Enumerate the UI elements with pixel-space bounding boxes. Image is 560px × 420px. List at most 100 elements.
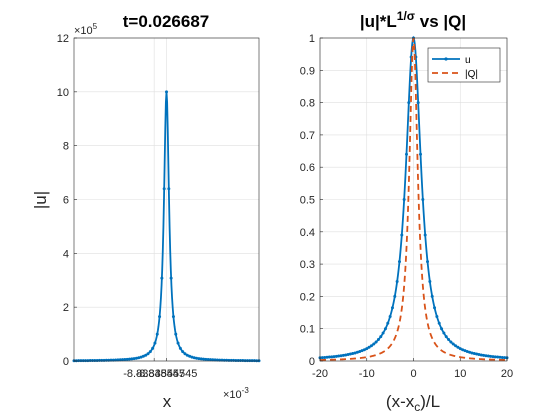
- l-series-0-point: [123, 358, 127, 362]
- r-series-0-point: [456, 345, 460, 349]
- r-series-0-point: [500, 355, 504, 359]
- r-ytick-label: 0.5: [300, 195, 315, 207]
- r-series-0-point: [442, 331, 446, 335]
- l-series-0-point: [241, 359, 245, 363]
- r-series-0-point: [332, 355, 336, 359]
- l-series-0-point: [162, 187, 166, 191]
- r-series-0-point: [489, 354, 493, 358]
- r-ytick-label: 0.9: [300, 65, 315, 77]
- right-plot: 0 0.1 0.2 0.3 0.4 0.5 0.6 0.7 0.8 0.9 1 -20 -10 0 10 20…: [300, 9, 513, 414]
- r-series-0-point: [404, 152, 408, 156]
- r-series-0-point: [454, 344, 458, 348]
- r-series-0-point: [475, 352, 479, 356]
- l-series-0-point: [245, 359, 249, 363]
- l-series-0-point: [248, 359, 252, 363]
- l-series-0-point: [176, 341, 180, 345]
- r-series-0-point: [339, 354, 343, 358]
- l-series-0-point: [158, 315, 162, 319]
- r-series-0-point: [444, 335, 448, 339]
- l-series-0-point: [151, 346, 155, 350]
- right-ticks: 0 0.1 0.2 0.3 0.4 0.5 0.6 0.7 0.8 0.9 1 -20 -10 0 10 20: [300, 33, 513, 380]
- r-series-0-point: [374, 340, 378, 344]
- r-series-0-point: [330, 355, 334, 359]
- left-series: [72, 90, 261, 363]
- left-y-exponent: ×105: [74, 22, 98, 37]
- legend-q-label: |Q|: [465, 69, 478, 80]
- l-series-0-point: [181, 350, 185, 354]
- r-series-0-point: [325, 355, 329, 359]
- l-series-0-point: [255, 359, 259, 363]
- l-series-0-point: [118, 358, 122, 362]
- left-title: t=0.026687: [123, 12, 210, 31]
- l-series-0-point: [134, 356, 138, 360]
- r-ytick-label: 0: [309, 356, 315, 368]
- r-series-0-point: [470, 351, 474, 355]
- l-xtick-label: -8.83845545: [136, 368, 198, 380]
- l-ytick-label: 0: [63, 356, 69, 368]
- r-series-0-point: [358, 350, 362, 354]
- r-xtick-label: -10: [359, 368, 375, 380]
- l-ytick-label: 8: [63, 141, 69, 153]
- l-series-0-point: [86, 359, 90, 363]
- r-xtick-label: 20: [501, 368, 513, 380]
- r-ytick-label: 1: [309, 33, 315, 45]
- r-series-0-point: [416, 101, 420, 105]
- r-series-0-point: [341, 353, 345, 357]
- l-series-0-point: [169, 276, 173, 280]
- l-series-0-point: [183, 352, 187, 356]
- r-series-0-point: [472, 352, 476, 356]
- right-title: |u|*L1/σ vs |Q|: [360, 9, 466, 31]
- l-series-0-point: [167, 187, 171, 191]
- left-ylabel: |u|: [31, 191, 50, 209]
- r-series-0-point: [390, 306, 394, 310]
- r-series-0-point: [428, 279, 432, 283]
- r-ytick-label: 0.8: [300, 98, 315, 110]
- r-series-0-point: [402, 198, 406, 201]
- left-plot: 0 2 4 6 8 10 12 -8.83845547-8.83845545 t=0.0266…: [31, 12, 261, 411]
- l-xtick-label: -8.83845547: [123, 368, 185, 380]
- l-series-0-point: [199, 357, 203, 361]
- r-series-0-point: [395, 279, 399, 283]
- legend-box: [427, 47, 501, 83]
- l-series-0-point: [192, 356, 196, 360]
- r-series-0-point: [355, 350, 359, 354]
- l-ytick-label: 6: [63, 195, 69, 207]
- r-series-0-point: [451, 342, 455, 346]
- l-series-0-point: [121, 358, 125, 362]
- r-series-0-point: [449, 340, 453, 344]
- r-ytick-label: 0.2: [300, 291, 315, 303]
- l-series-0-point: [74, 359, 78, 363]
- r-series-0-point: [419, 152, 423, 156]
- r-series-0-point: [491, 355, 495, 359]
- left-xlabel: x: [163, 392, 172, 411]
- r-series-0-point: [369, 344, 373, 348]
- l-series-0-point: [153, 341, 157, 345]
- r-series-0-point: [362, 348, 366, 352]
- l-series-0-point: [146, 352, 150, 356]
- r-series-0-point: [468, 350, 472, 354]
- r-series-0-point: [400, 233, 404, 237]
- r-series-0-point: [465, 350, 469, 354]
- r-series-0-point: [388, 314, 392, 318]
- right-xlabel: (x-xc)/L: [386, 392, 440, 414]
- r-series-0-point: [430, 294, 434, 298]
- r-series-0-point: [372, 342, 376, 346]
- l-series-0-point: [213, 358, 217, 362]
- r-series-0-point: [482, 353, 486, 357]
- r-series-0-point: [421, 198, 425, 201]
- r-ytick-label: 0.6: [300, 162, 315, 174]
- l-series-0-point: [137, 356, 141, 360]
- l-series-0-point: [202, 357, 205, 361]
- l-series-0-point: [160, 276, 164, 280]
- l-series-0-point: [195, 356, 199, 360]
- r-ytick-label: 0.4: [300, 227, 315, 239]
- r-series-0-point: [397, 260, 401, 264]
- l-series-0-point: [141, 354, 145, 358]
- r-series-0-point: [337, 354, 341, 358]
- r-series-0-point: [484, 354, 488, 358]
- l-series-0-point: [116, 358, 120, 362]
- r-series-0-point: [493, 355, 497, 359]
- l-series-0-point: [211, 358, 215, 362]
- r-ytick-label: 0.3: [300, 259, 315, 271]
- l-ytick-label: 4: [63, 248, 69, 260]
